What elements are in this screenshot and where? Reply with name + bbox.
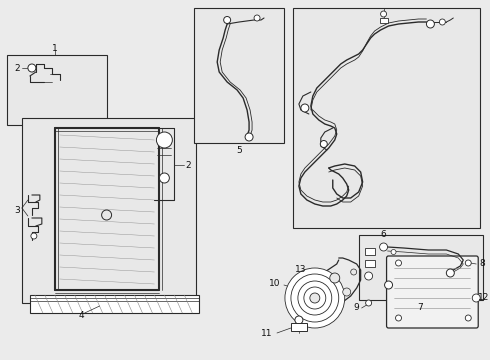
Circle shape	[381, 11, 387, 17]
Text: 13: 13	[295, 266, 307, 274]
Circle shape	[156, 132, 172, 148]
Circle shape	[254, 15, 260, 21]
Circle shape	[28, 64, 36, 72]
Circle shape	[385, 281, 392, 289]
Circle shape	[343, 288, 351, 296]
Bar	[293, 8, 480, 228]
Text: 1: 1	[52, 44, 58, 53]
Circle shape	[365, 272, 372, 280]
Circle shape	[101, 210, 112, 220]
Circle shape	[223, 17, 231, 23]
Circle shape	[301, 104, 309, 112]
Text: 2: 2	[186, 161, 191, 170]
Text: 12: 12	[478, 293, 489, 302]
Circle shape	[466, 315, 471, 321]
Circle shape	[472, 294, 480, 302]
Circle shape	[391, 249, 396, 255]
Text: 2: 2	[14, 63, 20, 72]
Text: 4: 4	[79, 311, 84, 320]
Circle shape	[351, 269, 357, 275]
Bar	[30, 295, 199, 313]
Bar	[365, 260, 375, 267]
Circle shape	[395, 260, 401, 266]
Circle shape	[380, 243, 388, 251]
Circle shape	[304, 287, 326, 309]
Text: 11: 11	[261, 328, 273, 338]
Circle shape	[245, 133, 253, 141]
Circle shape	[298, 281, 332, 315]
Circle shape	[440, 19, 445, 25]
Bar	[22, 118, 196, 303]
FancyBboxPatch shape	[387, 256, 478, 328]
Text: 5: 5	[236, 145, 242, 154]
Circle shape	[295, 316, 303, 324]
Circle shape	[310, 293, 320, 303]
Bar	[291, 323, 307, 331]
Circle shape	[446, 269, 454, 277]
Circle shape	[330, 273, 340, 283]
Text: 9: 9	[354, 303, 360, 312]
Text: 6: 6	[381, 230, 387, 239]
Circle shape	[426, 20, 435, 28]
Bar	[194, 8, 284, 143]
Bar	[380, 18, 388, 23]
Bar	[7, 55, 107, 125]
Circle shape	[320, 140, 327, 148]
Circle shape	[31, 233, 37, 239]
Bar	[359, 235, 483, 300]
Text: 8: 8	[479, 260, 485, 269]
Circle shape	[395, 315, 401, 321]
Circle shape	[285, 268, 345, 328]
Circle shape	[366, 300, 371, 306]
Circle shape	[291, 274, 339, 322]
Text: 10: 10	[269, 279, 281, 288]
Text: 7: 7	[417, 302, 423, 311]
Text: 3: 3	[14, 206, 20, 215]
Circle shape	[159, 173, 170, 183]
Bar	[365, 248, 375, 255]
Circle shape	[466, 260, 471, 266]
